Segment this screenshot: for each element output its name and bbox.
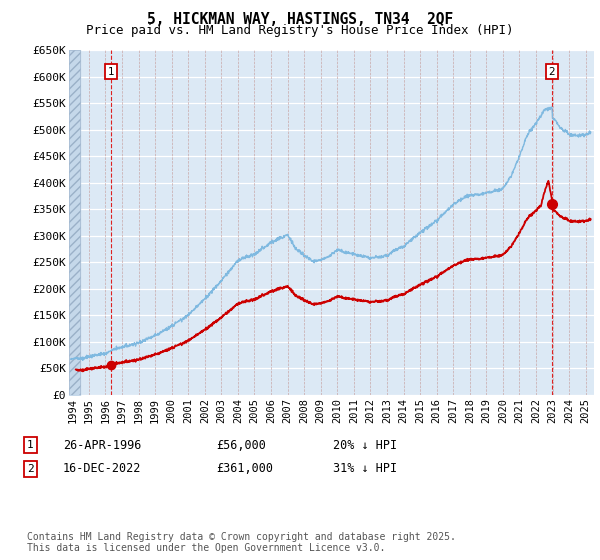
Text: 20% ↓ HPI: 20% ↓ HPI bbox=[333, 438, 397, 452]
Text: 5, HICKMAN WAY, HASTINGS, TN34  2QF: 5, HICKMAN WAY, HASTINGS, TN34 2QF bbox=[147, 12, 453, 27]
Text: 1: 1 bbox=[107, 67, 114, 77]
Text: 2: 2 bbox=[27, 464, 34, 474]
Text: £361,000: £361,000 bbox=[216, 462, 273, 475]
Text: Contains HM Land Registry data © Crown copyright and database right 2025.
This d: Contains HM Land Registry data © Crown c… bbox=[27, 531, 456, 553]
Text: 1: 1 bbox=[27, 440, 34, 450]
Text: £56,000: £56,000 bbox=[216, 438, 266, 452]
Bar bbox=[69, 50, 80, 395]
Text: Price paid vs. HM Land Registry's House Price Index (HPI): Price paid vs. HM Land Registry's House … bbox=[86, 24, 514, 37]
Text: 31% ↓ HPI: 31% ↓ HPI bbox=[333, 462, 397, 475]
Text: 2: 2 bbox=[548, 67, 555, 77]
Text: 16-DEC-2022: 16-DEC-2022 bbox=[63, 462, 142, 475]
Text: 26-APR-1996: 26-APR-1996 bbox=[63, 438, 142, 452]
